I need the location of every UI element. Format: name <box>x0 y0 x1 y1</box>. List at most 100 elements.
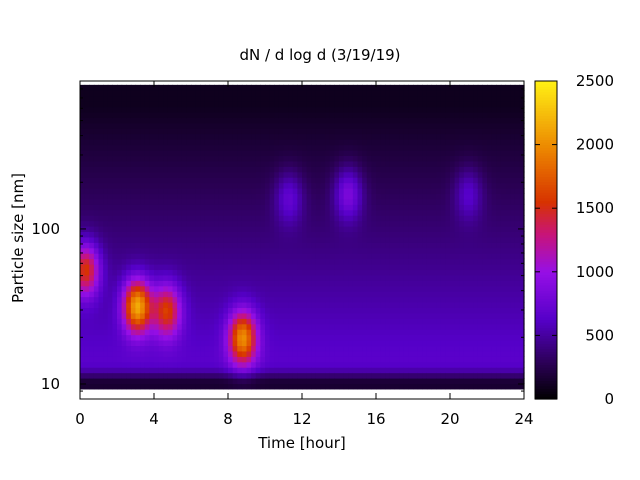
heatmap-cell <box>487 220 493 227</box>
heatmap-cell <box>177 182 183 189</box>
heatmap-cell <box>477 236 483 243</box>
heatmap-cell <box>315 312 322 319</box>
heatmap-cell <box>403 182 409 189</box>
heatmap-cell <box>376 356 382 363</box>
heatmap-cell <box>315 133 322 140</box>
heatmap-cell <box>265 117 271 124</box>
heatmap-cell <box>140 90 146 97</box>
heatmap-cell <box>450 111 456 119</box>
heatmap-cell <box>112 139 118 146</box>
heatmap-cell <box>463 356 470 363</box>
heatmap-cell <box>399 323 405 330</box>
heatmap-cell <box>223 139 229 146</box>
heatmap-cell <box>223 231 229 238</box>
heatmap-cell <box>107 220 113 227</box>
heatmap-cell <box>107 318 113 325</box>
heatmap-cell <box>121 242 127 249</box>
heatmap-cell <box>103 274 109 281</box>
heatmap-cell <box>177 318 183 325</box>
heatmap-cell <box>454 318 460 325</box>
heatmap-cell <box>251 111 257 119</box>
heatmap-cell <box>80 204 86 211</box>
heatmap-cell <box>306 247 312 254</box>
heatmap-cell <box>191 329 197 336</box>
heatmap-cell <box>204 367 211 374</box>
heatmap-cell <box>454 296 460 303</box>
heatmap-cell <box>306 296 312 303</box>
heatmap-cell <box>362 318 368 325</box>
heatmap-cell <box>482 117 488 124</box>
heatmap-cell <box>241 274 248 281</box>
heatmap-cell <box>274 258 280 265</box>
heatmap-cell <box>218 236 224 243</box>
heatmap-cell <box>352 155 359 162</box>
heatmap-cell <box>218 106 224 113</box>
heatmap-cell <box>454 350 460 357</box>
heatmap-cell <box>255 177 261 184</box>
heatmap-cell <box>204 291 211 298</box>
heatmap-cell <box>107 258 113 265</box>
heatmap-cell <box>468 329 474 336</box>
heatmap-cell <box>191 274 197 281</box>
heatmap-cell <box>320 149 326 157</box>
heatmap-cell <box>246 101 252 108</box>
heatmap-cell <box>255 226 261 233</box>
heatmap-cell <box>459 334 465 341</box>
heatmap-cell <box>112 383 118 390</box>
heatmap-cell <box>218 242 224 249</box>
heatmap-cell <box>191 95 197 102</box>
heatmap-cell <box>417 139 423 146</box>
heatmap-cell <box>278 166 285 173</box>
heatmap-cell <box>144 312 150 319</box>
heatmap-cell <box>117 329 123 336</box>
heatmap-cell <box>223 334 229 341</box>
heatmap-cell <box>348 160 354 167</box>
heatmap-cell <box>149 340 155 347</box>
heatmap-cell <box>98 269 104 276</box>
heatmap-cell <box>209 204 215 211</box>
heatmap-cell <box>237 144 243 151</box>
heatmap-cell <box>311 356 317 363</box>
heatmap-cell <box>246 220 252 227</box>
heatmap-cell <box>103 312 109 319</box>
heatmap-cell <box>463 149 470 157</box>
heatmap-cell <box>482 312 488 319</box>
heatmap-cell <box>237 340 243 347</box>
heatmap-cell <box>399 215 405 222</box>
heatmap-cell <box>348 334 354 341</box>
heatmap-cell <box>440 274 446 281</box>
heatmap-cell <box>89 209 95 216</box>
heatmap-cell <box>487 139 493 146</box>
heatmap-cell <box>237 274 243 281</box>
heatmap-cell <box>163 117 169 124</box>
heatmap-cell <box>352 378 359 385</box>
heatmap-cell <box>260 101 266 108</box>
heatmap-cell <box>357 378 363 385</box>
heatmap-cell <box>177 171 183 178</box>
heatmap-cell <box>140 155 146 162</box>
heatmap-cell <box>274 329 280 336</box>
heatmap-cell <box>172 269 178 276</box>
heatmap-cell <box>394 302 400 309</box>
heatmap-cell <box>422 111 428 119</box>
heatmap-cell <box>228 307 234 314</box>
heatmap-cell <box>177 117 183 124</box>
heatmap-cell <box>260 318 266 325</box>
heatmap-cell <box>403 215 409 222</box>
heatmap-cell <box>450 149 456 157</box>
heatmap-cell <box>482 149 488 157</box>
heatmap-cell <box>191 144 197 151</box>
heatmap-cell <box>454 345 460 352</box>
heatmap-cell <box>468 361 474 368</box>
heatmap-cell <box>251 242 257 249</box>
heatmap-cell <box>223 215 229 222</box>
heatmap-cell <box>482 247 488 254</box>
heatmap-cell <box>422 372 428 379</box>
heatmap-cell <box>89 155 95 162</box>
heatmap-cell <box>255 378 261 385</box>
heatmap-cell <box>265 84 271 91</box>
heatmap-cell <box>117 340 123 347</box>
heatmap-cell <box>195 128 201 135</box>
heatmap-cell <box>450 383 456 390</box>
heatmap-cell <box>426 139 433 146</box>
